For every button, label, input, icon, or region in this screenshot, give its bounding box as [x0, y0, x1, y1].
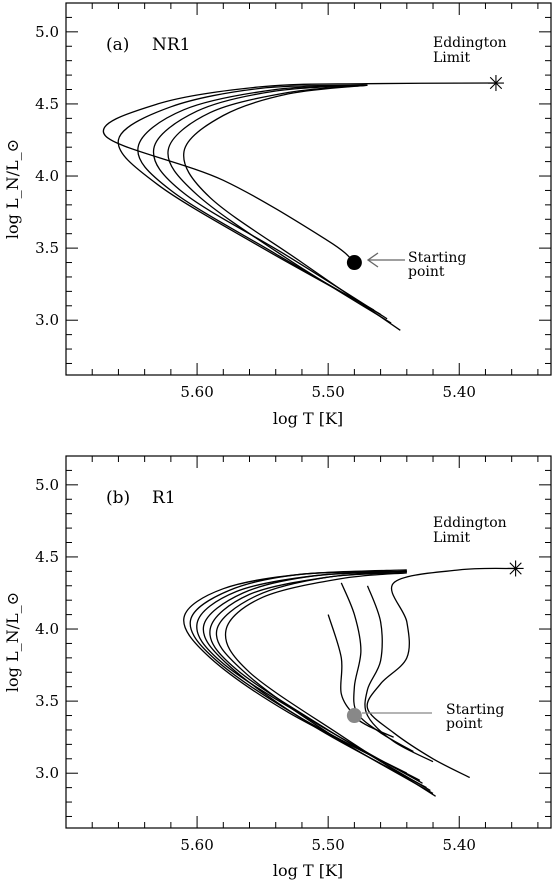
starting-label-a: Starting [408, 250, 466, 266]
x-tick-label-b: 5.60 [180, 836, 213, 854]
starting-label-a-2: point [408, 264, 445, 280]
x-tick-label-a: 5.60 [180, 383, 213, 401]
y-tick-label-a: 4.0 [35, 167, 59, 185]
track-loop-b-7 [183, 569, 408, 774]
panel-a: 5.60 5.50 5.40 3.0 3.5 4.0 4.5 5.0 (a) NR1 Eddi… [3, 2, 552, 428]
starting-arrow-a [366, 252, 405, 268]
eddington-marker-a [487, 75, 504, 92]
y-axis-label-a: log L_N/L_⊙ [3, 139, 22, 239]
x-tick-label-a: 5.40 [443, 383, 476, 401]
y-tick-label-b: 3.0 [35, 764, 59, 782]
track-loop-b-1 [224, 572, 436, 797]
track-curves-a [102, 75, 504, 331]
starting-label-b: Starting [446, 702, 504, 718]
x-tick-label-b: 5.50 [311, 836, 344, 854]
track-loop-b-5 [196, 570, 423, 784]
starting-point-marker-a [346, 255, 362, 271]
y-tick-label-a: 3.5 [35, 239, 59, 257]
track-loop-a-5 [117, 84, 375, 311]
panel-b: 5.60 5.50 5.40 3.0 3.5 4.0 4.5 5.0 (b) R1 Eddin… [3, 455, 552, 880]
axis-ticks-a [66, 3, 551, 375]
model-label-a: NR1 [152, 35, 191, 55]
y-tick-label-b: 5.0 [35, 476, 59, 494]
eddington-label-a-2: Limit [433, 50, 471, 66]
y-tick-label-b: 3.5 [35, 692, 59, 710]
tick-labels-b: 5.60 5.50 5.40 3.0 3.5 4.0 4.5 5.0 [35, 476, 476, 854]
eddington-label-a: Eddington [433, 35, 507, 51]
track-loop-a-4 [137, 84, 381, 315]
panel-label-b: (b) [106, 488, 130, 508]
y-axis-label-b: log L_N/L_⊙ [3, 592, 22, 692]
y-tick-label-a: 5.0 [35, 23, 59, 41]
starting-point-marker-b [346, 708, 362, 724]
eddington-label-b-2: Limit [433, 530, 471, 546]
y-tick-label-a: 3.0 [35, 311, 59, 329]
eddington-label-b: Eddington [433, 515, 507, 531]
model-label-b: R1 [152, 488, 176, 508]
x-axis-label-b: log T [K] [273, 861, 343, 880]
plot-frame-b [65, 455, 552, 829]
plot-frame-a [65, 2, 552, 376]
x-tick-label-a: 5.50 [311, 383, 344, 401]
starting-label-b-2: point [446, 716, 483, 732]
x-tick-label-b: 5.40 [443, 836, 476, 854]
track-loop-b-8 [366, 567, 516, 779]
track-loop-b-9 [364, 585, 434, 763]
y-tick-label-b: 4.5 [35, 548, 59, 566]
track-loop-a-3 [152, 84, 388, 320]
x-axis-label-a: log T [K] [273, 409, 343, 428]
track-loop-a-2 [167, 84, 392, 324]
y-tick-label-a: 4.5 [35, 95, 59, 113]
eddington-marker-b [507, 560, 524, 577]
track-loop-b-10 [340, 582, 414, 753]
track-loop-b-11 [327, 614, 394, 738]
tick-labels-a: 5.60 5.50 5.40 3.0 3.5 4.0 4.5 5.0 [35, 23, 476, 401]
panel-label-a: (a) [106, 35, 129, 55]
axis-ticks-b [66, 456, 551, 828]
y-tick-label-b: 4.0 [35, 620, 59, 638]
track-loop-a-1 [183, 84, 401, 331]
track-loop-a-6 [102, 82, 496, 264]
track-curves-b [183, 560, 524, 797]
